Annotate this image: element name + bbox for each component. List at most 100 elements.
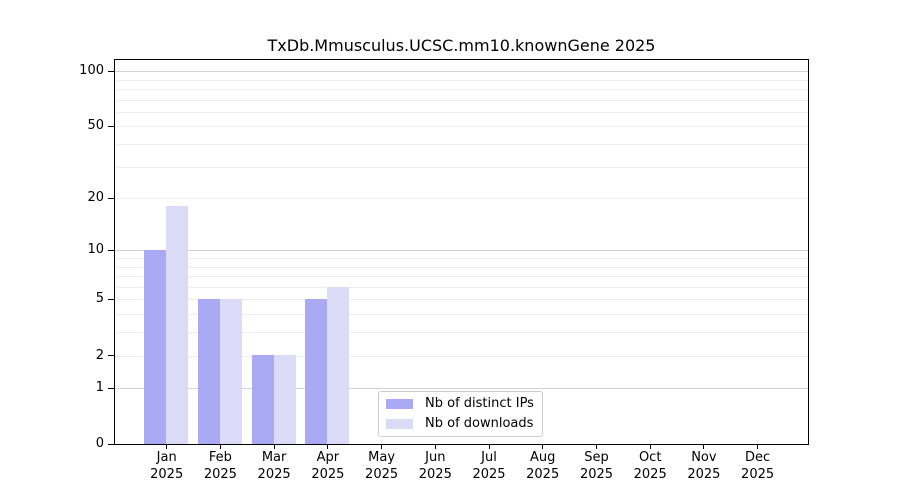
x-axis-tick [488, 445, 490, 449]
y-axis-tick [108, 355, 114, 356]
gridline-minor [115, 126, 808, 128]
month-label: Jun [425, 450, 446, 465]
gridline-major [115, 388, 808, 390]
x-axis-tick [273, 445, 275, 449]
y-axis-tick [108, 443, 114, 445]
x-tick-label: May 2025 [347, 449, 417, 483]
y-tick-label: 20 [87, 190, 104, 206]
y-axis-tick [108, 249, 114, 251]
bar-downloads-jan [166, 205, 189, 444]
year-label: 2025 [418, 467, 452, 482]
y-axis-tick [108, 70, 114, 72]
year-label: 2025 [365, 467, 399, 482]
y-tick-label: 50 [87, 118, 104, 134]
legend-item-downloads: Nb of downloads [386, 416, 542, 432]
month-label: Jul [481, 450, 497, 465]
gridline-minor [115, 99, 808, 101]
x-axis-tick [166, 445, 168, 449]
legend: Nb of distinct IPs Nb of downloads [378, 391, 543, 437]
bar-downloads-apr [327, 286, 350, 444]
year-label: 2025 [311, 467, 345, 482]
x-tick-label: Mar 2025 [239, 449, 309, 483]
x-axis-tick [649, 445, 651, 449]
y-tick-label: 0 [95, 436, 104, 452]
year-label: 2025 [526, 467, 560, 482]
y-tick-label: 5 [95, 291, 104, 307]
legend-item-distinct-ips: Nb of distinct IPs [386, 396, 542, 412]
y-tick-label: 10 [87, 242, 104, 258]
x-tick-label: Jun 2025 [400, 449, 470, 483]
y-tick-label: 1 [95, 380, 104, 396]
x-axis-tick [703, 445, 705, 449]
month-label: Jan [156, 450, 177, 465]
year-label: 2025 [150, 467, 184, 482]
x-axis-tick [434, 445, 436, 449]
gridline-minor [115, 144, 808, 145]
gridline-minor [115, 111, 808, 113]
gridline-minor [115, 355, 808, 357]
x-tick-label: Jul 2025 [454, 449, 524, 483]
month-label: Feb [208, 450, 232, 465]
y-axis-tick [108, 197, 114, 199]
x-tick-label: Feb 2025 [185, 449, 255, 483]
bar-downloads-mar [273, 355, 296, 444]
bar-distinct-ips-feb [197, 299, 220, 444]
month-label: Nov [691, 450, 717, 465]
y-tick-label: 100 [79, 63, 104, 78]
x-tick-label: Aug 2025 [508, 449, 578, 483]
gridline-minor [115, 299, 808, 301]
x-axis-tick [757, 445, 759, 449]
plot-area [114, 59, 809, 445]
bar-distinct-ips-jan [144, 250, 167, 444]
gridline-minor [115, 79, 808, 81]
gridline-minor [115, 88, 808, 90]
year-label: 2025 [633, 467, 667, 482]
x-tick-label: Dec 2025 [723, 449, 793, 483]
gridline-minor [115, 287, 808, 288]
chart-title: TxDb.Mmusculus.UCSC.mm10.knownGene 2025 [267, 36, 656, 55]
x-axis-tick [219, 445, 221, 449]
gridline-minor [115, 276, 808, 278]
gridline-minor [115, 258, 808, 260]
month-label: Dec [745, 450, 771, 465]
y-axis-tick [108, 125, 114, 127]
year-label: 2025 [687, 467, 721, 482]
gridline-major [115, 250, 808, 252]
bar-distinct-ips-apr [305, 299, 328, 444]
x-axis-tick [381, 445, 383, 449]
year-label: 2025 [203, 467, 237, 482]
bar-distinct-ips-mar [251, 355, 274, 444]
month-label: Sep [584, 450, 609, 465]
month-label: May [368, 450, 396, 465]
gridline-minor [115, 332, 808, 334]
year-label: 2025 [472, 467, 506, 482]
legend-swatch-distinct-ips-icon [386, 399, 413, 409]
legend-label-downloads: Nb of downloads [425, 416, 534, 431]
x-tick-label: Nov 2025 [669, 449, 739, 483]
legend-label-distinct-ips: Nb of distinct IPs [425, 396, 534, 411]
x-tick-label: Apr 2025 [293, 449, 363, 483]
month-label: Apr [316, 450, 340, 465]
month-label: Aug [529, 450, 556, 465]
x-tick-label: Sep 2025 [562, 449, 632, 483]
gridline-minor [115, 166, 808, 168]
month-label: Oct [638, 450, 662, 465]
year-label: 2025 [579, 467, 614, 482]
gridline-major [115, 71, 808, 72]
y-tick-label: 2 [95, 347, 104, 363]
x-tick-label: Jan 2025 [132, 449, 202, 483]
year-label: 2025 [257, 467, 291, 482]
gridline-minor [115, 314, 808, 316]
x-axis-tick [542, 445, 544, 449]
gridline-minor [115, 266, 808, 268]
x-axis-tick [327, 445, 329, 449]
x-axis-tick [596, 445, 597, 449]
bar-downloads-feb [219, 299, 242, 444]
month-label: Mar [261, 450, 287, 465]
year-label: 2025 [741, 467, 775, 482]
legend-swatch-downloads-icon [386, 419, 413, 429]
x-tick-label: Oct 2025 [615, 449, 685, 483]
y-axis-tick [108, 298, 114, 300]
gridline-minor [115, 198, 808, 200]
